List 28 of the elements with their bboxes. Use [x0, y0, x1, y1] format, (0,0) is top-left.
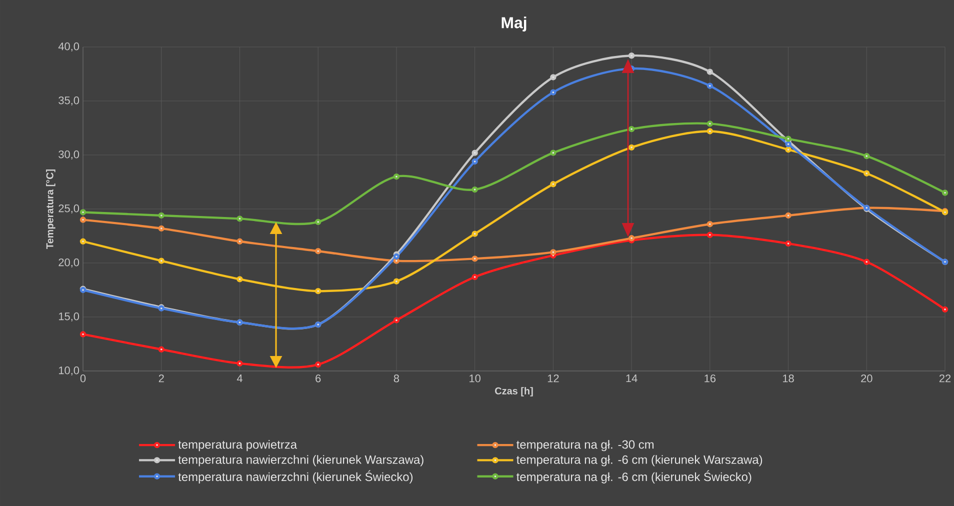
x-tick-label: 12: [548, 374, 559, 382]
x-tick-label: 14: [626, 374, 638, 382]
y-tick-label: 40,0: [58, 42, 80, 52]
legend-label: temperatura powietrza: [178, 440, 298, 452]
legend-label: temperatura na gł. -6 cm (kierunek Świecko): [516, 470, 752, 484]
x-tick-label: 6: [316, 374, 321, 382]
y-axis-title: Temperatura [°C]: [46, 169, 56, 249]
x-tick-label: 2: [158, 374, 164, 382]
x-tick-label: 20: [861, 374, 872, 382]
x-tick-label: 10: [470, 374, 480, 382]
y-tick-label: 25,0: [58, 204, 80, 214]
y-tick-label: 35,0: [58, 96, 80, 106]
legend-label: temperatura nawierzchni (kierunek Warszawa): [178, 455, 424, 466]
x-tick-label: 4: [236, 374, 242, 382]
x-tick-label: 8: [394, 374, 400, 382]
legend-label: temperatura nawierzchni (kierunek Świecko): [178, 470, 413, 484]
legend-label: temperatura na gł. -30 cm: [516, 440, 654, 452]
x-tick-label: 0: [80, 374, 86, 382]
x-tick-label: 16: [704, 374, 716, 382]
y-tick-label: 20,0: [58, 258, 80, 268]
legend-label: temperatura na gł. -6 cm (kierunek Warszawa): [516, 455, 762, 466]
x-tick-label: 22: [939, 374, 951, 382]
x-axis-title: Czas [h]: [495, 387, 533, 396]
y-tick-label: 30,0: [58, 150, 80, 160]
chart-title: Maj: [502, 16, 526, 32]
y-tick-label: 10,0: [58, 366, 80, 376]
x-tick-label: 18: [783, 374, 794, 382]
y-tick-label: 15,0: [58, 312, 80, 322]
